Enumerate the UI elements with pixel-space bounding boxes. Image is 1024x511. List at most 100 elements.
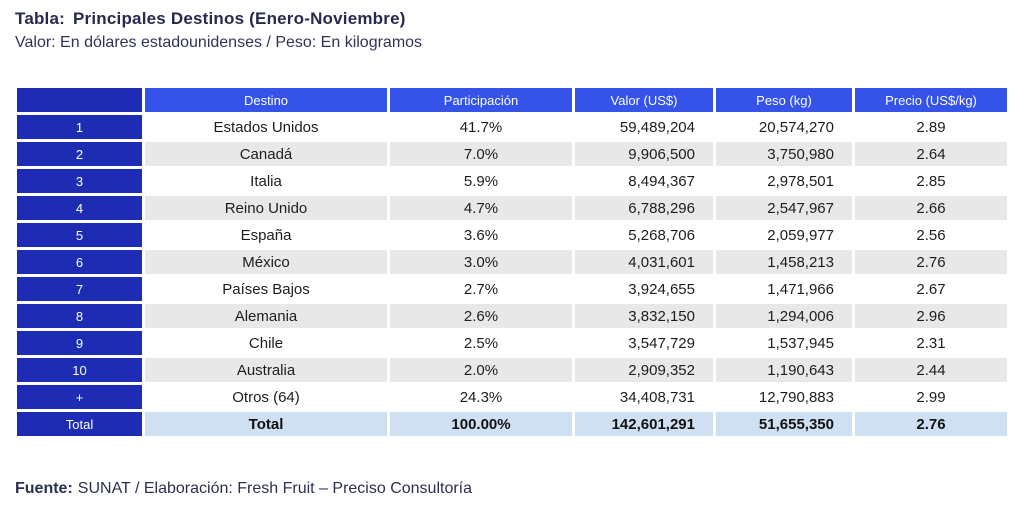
valor-cell: 34,408,731 [575,385,713,409]
valor-cell: 5,268,706 [575,223,713,247]
destino-cell: Total [145,412,387,436]
source-text: SUNAT / Elaboración: Fresh Fruit – Preci… [77,480,473,497]
valor-cell: 142,601,291 [575,412,713,436]
participacion-cell: 2.0% [390,358,572,382]
destino-cell: México [145,250,387,274]
peso-cell: 1,471,966 [716,277,852,301]
peso-cell: 2,547,967 [716,196,852,220]
rank-cell: 4 [17,196,142,220]
precio-cell: 2.44 [855,358,1007,382]
destino-cell: Australia [145,358,387,382]
table-header-row: Destino Participación Valor (US$) Peso (kg)… [17,88,1007,112]
rank-cell: 8 [17,304,142,328]
table-row: 9 Chile 2.5% 3,547,729 1,537,945 2.31 [17,331,1007,355]
peso-cell: 51,655,350 [716,412,852,436]
rank-cell: 6 [17,250,142,274]
precio-cell: 2.67 [855,277,1007,301]
valor-cell: 8,494,367 [575,169,713,193]
rank-cell: 5 [17,223,142,247]
total-row: Total Total 100.00% 142,601,291 51,655,350 2.… [17,412,1007,436]
precio-cell: 2.99 [855,385,1007,409]
rank-cell: Total [17,412,142,436]
peso-cell: 2,978,501 [716,169,852,193]
participacion-cell: 3.0% [390,250,572,274]
rank-cell: 2 [17,142,142,166]
destino-cell: Otros (64) [145,385,387,409]
precio-cell: 2.89 [855,115,1007,139]
valor-cell: 59,489,204 [575,115,713,139]
rank-column-header [17,88,142,112]
precio-cell: 2.76 [855,250,1007,274]
rank-cell: 7 [17,277,142,301]
rank-cell: 9 [17,331,142,355]
valor-cell: 3,832,150 [575,304,713,328]
rank-cell: 3 [17,169,142,193]
source-note: Fuente: SUNAT / Elaboración: Fresh Fruit … [15,480,472,498]
participacion-cell: 4.7% [390,196,572,220]
destino-cell: Reino Unido [145,196,387,220]
table-row: 10 Australia 2.0% 2,909,352 1,190,643 2.44 [17,358,1007,382]
rank-cell: + [17,385,142,409]
column-header: Destino [145,88,387,112]
table-row: 8 Alemania 2.6% 3,832,150 1,294,006 2.96 [17,304,1007,328]
rank-cell: 1 [17,115,142,139]
table-header: Destino Participación Valor (US$) Peso (kg)… [17,88,1007,112]
column-header: Valor (US$) [575,88,713,112]
valor-cell: 3,547,729 [575,331,713,355]
table-row: 6 México 3.0% 4,031,601 1,458,213 2.76 [17,250,1007,274]
destino-cell: Alemania [145,304,387,328]
peso-cell: 1,294,006 [716,304,852,328]
valor-cell: 4,031,601 [575,250,713,274]
peso-cell: 12,790,883 [716,385,852,409]
table-container: Destino Participación Valor (US$) Peso (kg)… [14,85,1010,439]
destino-cell: Países Bajos [145,277,387,301]
peso-cell: 1,537,945 [716,331,852,355]
precio-cell: 2.96 [855,304,1007,328]
peso-cell: 20,574,270 [716,115,852,139]
rank-cell: 10 [17,358,142,382]
title-text: Principales Destinos (Enero-Noviembre) [73,9,406,28]
precio-cell: 2.64 [855,142,1007,166]
participacion-cell: 41.7% [390,115,572,139]
table-row: 5 España 3.6% 5,268,706 2,059,977 2.56 [17,223,1007,247]
table-row: + Otros (64) 24.3% 34,408,731 12,790,883 2.99 [17,385,1007,409]
source-label: Fuente: [15,480,73,497]
destinations-table: Destino Participación Valor (US$) Peso (kg)… [14,85,1010,439]
participacion-cell: 24.3% [390,385,572,409]
title-prefix: Tabla: [15,9,66,28]
peso-cell: 2,059,977 [716,223,852,247]
table-body: 1 Estados Unidos 41.7% 59,489,204 20,574,270… [17,115,1007,436]
valor-cell: 3,924,655 [575,277,713,301]
precio-cell: 2.31 [855,331,1007,355]
destino-cell: Chile [145,331,387,355]
participacion-cell: 3.6% [390,223,572,247]
participacion-cell: 7.0% [390,142,572,166]
participacion-cell: 100.00% [390,412,572,436]
valor-cell: 9,906,500 [575,142,713,166]
precio-cell: 2.85 [855,169,1007,193]
valor-cell: 6,788,296 [575,196,713,220]
column-header: Participación [390,88,572,112]
table-row: 1 Estados Unidos 41.7% 59,489,204 20,574,270… [17,115,1007,139]
participacion-cell: 5.9% [390,169,572,193]
table-row: 4 Reino Unido 4.7% 6,788,296 2,547,967 2.66 [17,196,1007,220]
peso-cell: 3,750,980 [716,142,852,166]
table-title: Tabla: Principales Destinos (Enero-Noviem… [15,9,406,29]
peso-cell: 1,458,213 [716,250,852,274]
table-row: 2 Canadá 7.0% 9,906,500 3,750,980 2.64 [17,142,1007,166]
column-header: Precio (US$/kg) [855,88,1007,112]
table-subtitle: Valor: En dólares estadounidenses / Peso… [15,34,423,51]
precio-cell: 2.56 [855,223,1007,247]
peso-cell: 1,190,643 [716,358,852,382]
destino-cell: Estados Unidos [145,115,387,139]
precio-cell: 2.76 [855,412,1007,436]
precio-cell: 2.66 [855,196,1007,220]
participacion-cell: 2.7% [390,277,572,301]
participacion-cell: 2.6% [390,304,572,328]
valor-cell: 2,909,352 [575,358,713,382]
table-row: 3 Italia 5.9% 8,494,367 2,978,501 2.85 [17,169,1007,193]
column-header: Peso (kg) [716,88,852,112]
table-row: 7 Países Bajos 2.7% 3,924,655 1,471,966 2.67 [17,277,1007,301]
participacion-cell: 2.5% [390,331,572,355]
